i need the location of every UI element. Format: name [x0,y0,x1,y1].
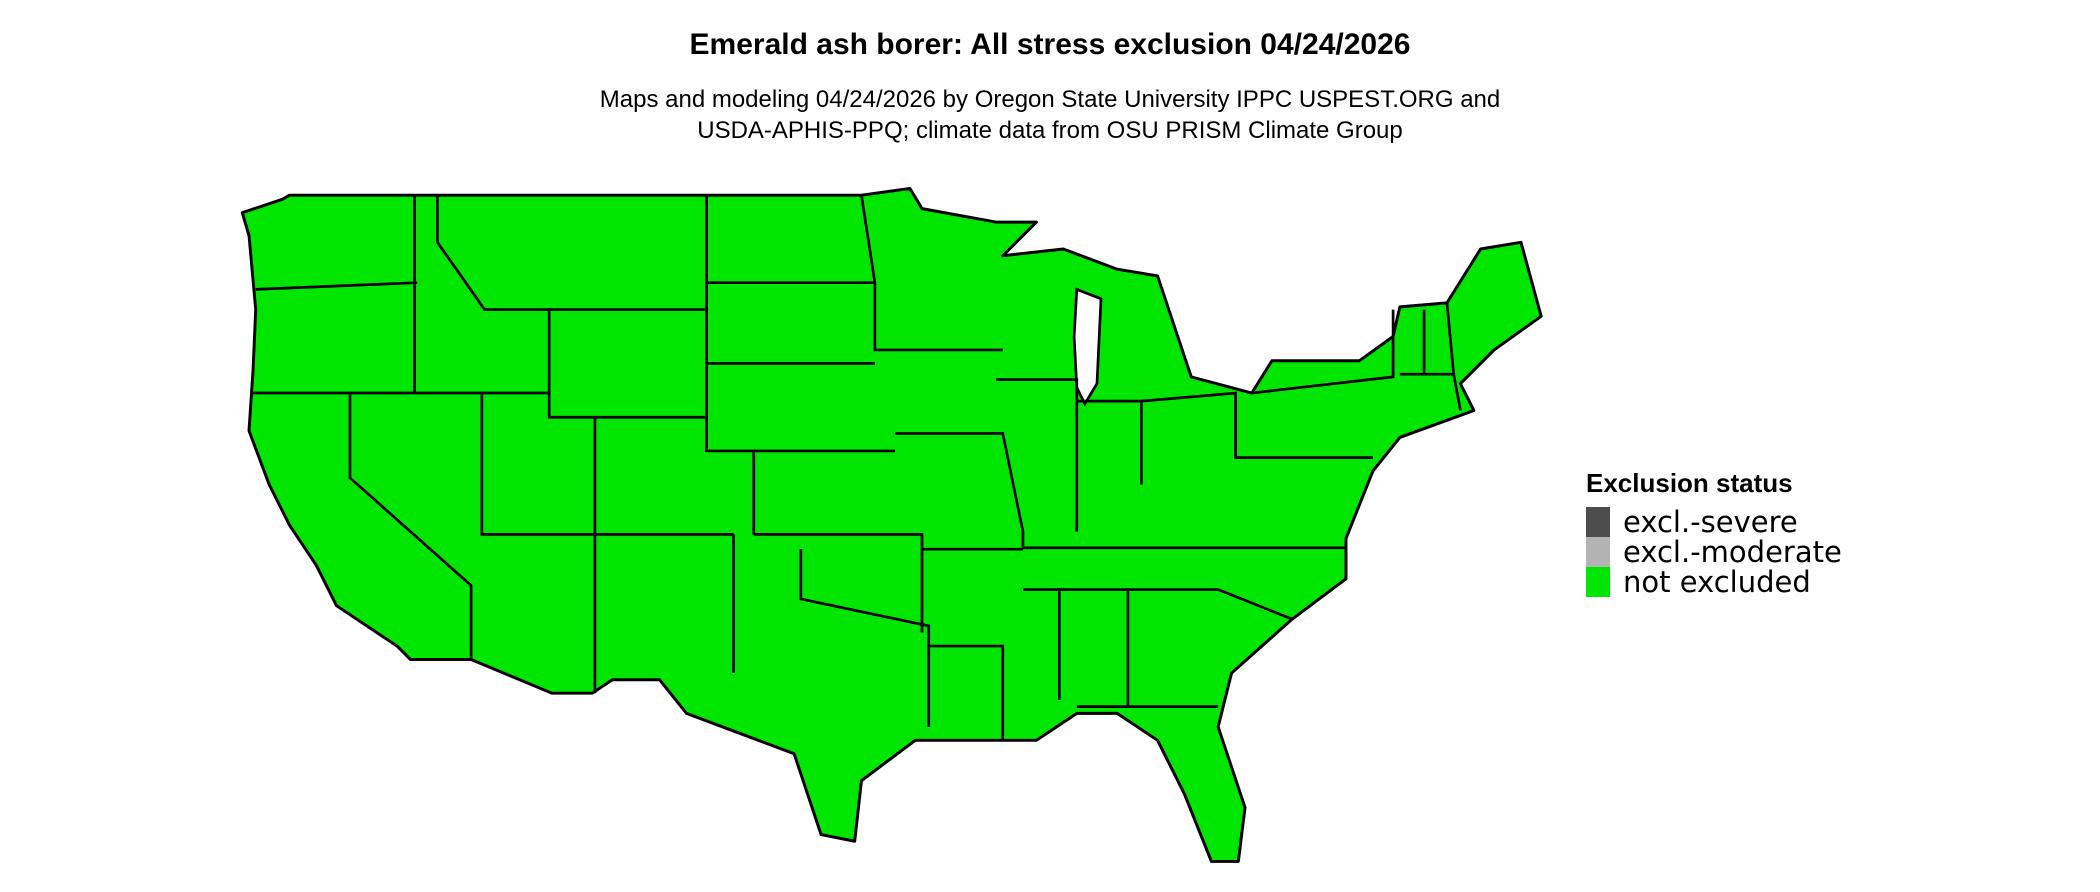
legend: Exclusion status excl.-severe excl.-mode… [1586,468,1842,597]
legend-item-excl-severe: excl.-severe [1586,507,1842,537]
legend-item-not-excluded: not excluded [1586,567,1842,597]
legend-label: excl.-severe [1623,505,1798,539]
map-subtitle: Maps and modeling 04/24/2026 by Oregon S… [0,84,2100,146]
legend-title: Exclusion status [1586,468,1793,498]
subtitle-line-2: USDA-APHIS-PPQ; climate data from OSU PR… [697,117,1403,144]
legend-label: not excluded [1623,565,1811,599]
legend-label: excl.-moderate [1623,535,1842,569]
legend-item-excl-moderate: excl.-moderate [1586,537,1842,567]
lake-michigan [1072,287,1103,407]
legend-swatch [1586,537,1610,567]
state-borders [253,194,1462,741]
map-title: Emerald ash borer: All stress exclusion … [689,28,1411,61]
legend-swatch [1586,507,1610,537]
us-outline [240,186,1543,863]
subtitle-line-1: Maps and modeling 04/24/2026 by Oregon S… [599,86,1501,113]
legend-swatch [1586,567,1610,597]
